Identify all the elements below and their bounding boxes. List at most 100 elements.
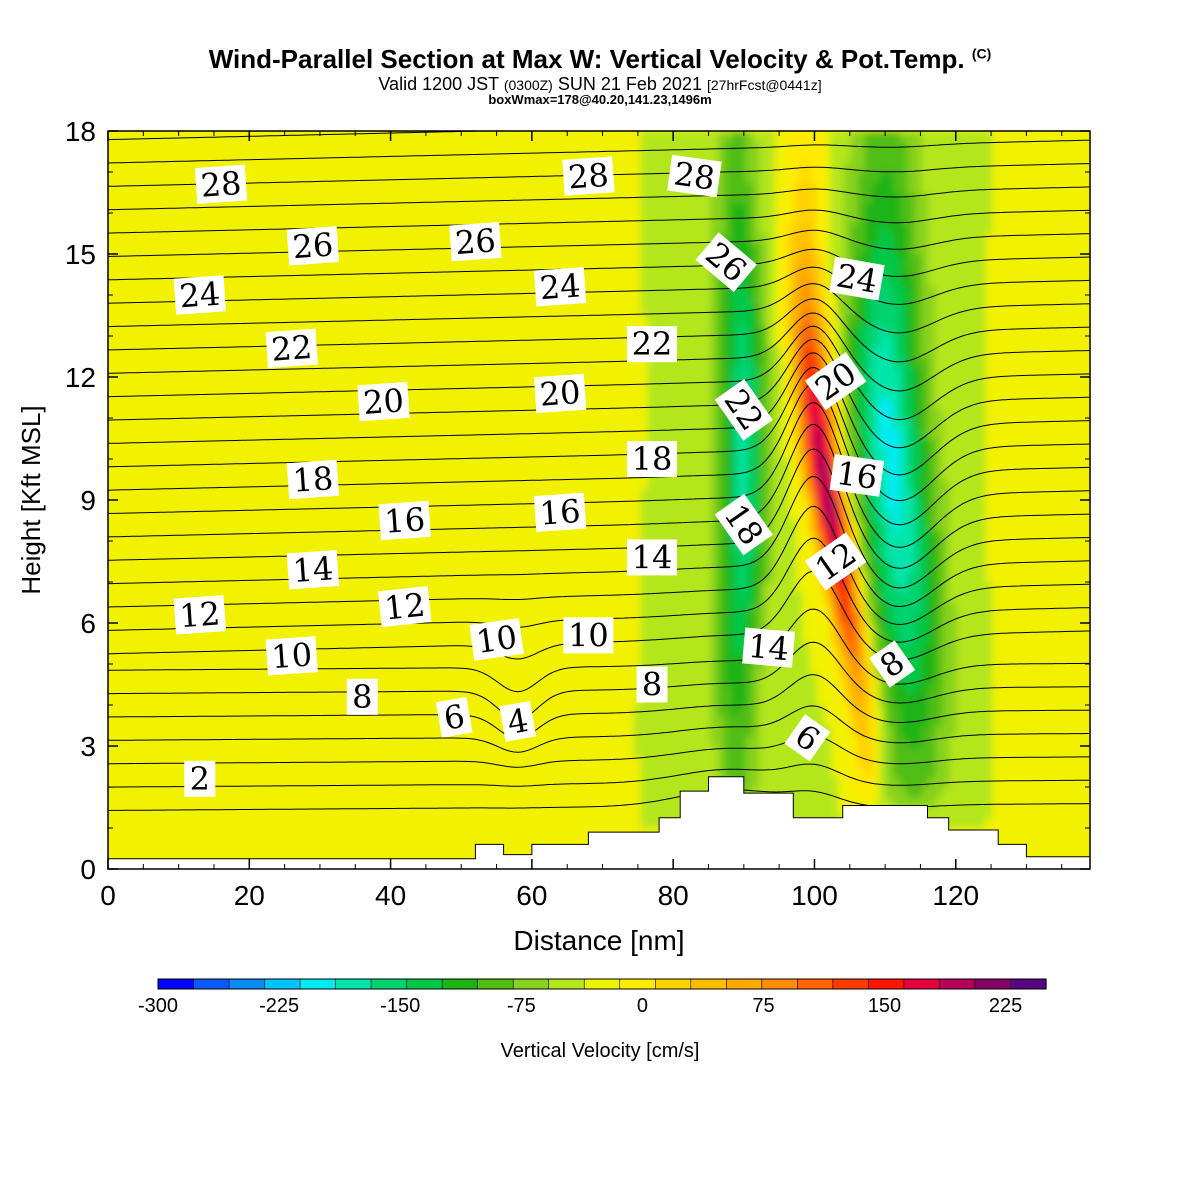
theta-contour-line xyxy=(108,266,1090,305)
theta-contour-line xyxy=(108,209,1090,234)
colorbar-swatch xyxy=(264,978,301,990)
x-tick-label: 100 xyxy=(791,880,838,911)
colorbar-swatch xyxy=(370,978,408,990)
colorbar-swatch xyxy=(477,978,514,990)
contour-label: 24 xyxy=(173,275,226,315)
colorbar-swatch xyxy=(512,978,550,990)
colorbar-tick-label: 0 xyxy=(637,995,648,1017)
contour-label-text: 8 xyxy=(352,678,372,716)
contour-label-text: 14 xyxy=(747,627,791,668)
colorbar-tick-label: -150 xyxy=(380,995,420,1017)
contour-label: 12 xyxy=(173,594,226,635)
colorbar-tick-label: 75 xyxy=(752,995,774,1017)
contour-label: 18 xyxy=(286,459,340,500)
contour-label: 10 xyxy=(563,616,614,654)
valid-main: Valid 1200 JST xyxy=(378,74,499,94)
contour-label-text: 10 xyxy=(474,618,520,661)
colorbar: -300 -225 -150 -75 0 75 150 225 xyxy=(138,978,1047,1017)
contour-label: 20 xyxy=(533,373,587,414)
contour-label: 10 xyxy=(469,618,524,661)
theta-contour-line xyxy=(108,229,1090,257)
theta-contour-line xyxy=(108,383,1090,526)
colorbar-swatch xyxy=(832,978,870,990)
contour-label: 16 xyxy=(829,454,885,497)
contour-label-text: 8 xyxy=(642,666,662,704)
y-tick-label: 15 xyxy=(65,239,96,270)
colorbar-tick-label: -75 xyxy=(507,995,536,1017)
contour-label-text: 26 xyxy=(454,221,497,262)
theta-contour-line xyxy=(108,475,1090,608)
contour-label-text: 20 xyxy=(538,373,581,414)
velocity-field xyxy=(108,131,1090,869)
contour-label-text: 12 xyxy=(178,594,221,635)
contour-label: 10 xyxy=(265,635,318,676)
x-tick-label: 80 xyxy=(658,880,689,911)
x-tick-label: 120 xyxy=(932,880,979,911)
contour-label: 26 xyxy=(449,221,502,262)
contour-label: 28 xyxy=(194,164,248,205)
colorbar-swatch xyxy=(1010,978,1047,990)
colorbar-swatch xyxy=(548,978,585,990)
contour-label-text: 16 xyxy=(538,492,581,533)
boxwmax-line: boxWmax=178@40.20,141.23,1496m xyxy=(488,92,712,107)
y-tick-label: 9 xyxy=(80,485,96,516)
contour-label-text: 18 xyxy=(291,459,334,500)
colorbar-tick-label: 150 xyxy=(868,995,901,1017)
theta-contour-line xyxy=(108,352,1090,476)
theta-contour-line xyxy=(108,93,1090,116)
colorbar-swatch xyxy=(583,978,621,990)
terrain-mask xyxy=(108,776,1090,869)
contour-label: 22 xyxy=(265,328,318,369)
colorbar-tick-label: 225 xyxy=(989,995,1022,1017)
colorbar-tick-label: -225 xyxy=(259,995,299,1017)
theta-contour-line xyxy=(108,312,1090,392)
contour-label: 26 xyxy=(286,225,340,266)
contour-label: 4 xyxy=(499,701,537,742)
x-tick-label: 20 xyxy=(234,880,265,911)
colorbar-swatch xyxy=(903,978,941,990)
colorbar-swatch xyxy=(193,978,230,990)
y-tick-label: 18 xyxy=(65,116,96,147)
contour-label-text: 10 xyxy=(568,616,609,654)
theta-contour-line xyxy=(108,139,1090,164)
colorbar-swatch xyxy=(299,978,337,990)
theta-contour-line xyxy=(108,366,1090,502)
contour-label-text: 24 xyxy=(834,256,881,300)
contour-label: 2 xyxy=(184,760,216,798)
y-tick-label: 6 xyxy=(80,608,96,639)
theta-contour-line xyxy=(108,735,1090,768)
contour-label: 14 xyxy=(627,538,677,576)
contour-label-text: 28 xyxy=(199,164,242,205)
contour-label-text: 10 xyxy=(270,635,313,676)
colorbar-swatch xyxy=(228,978,266,990)
theta-contour-line xyxy=(108,705,1090,753)
valid-time-line: Valid 1200 JST (0300Z) SUN 21 Feb 2021 [… xyxy=(0,74,1200,95)
contour-label-text: 14 xyxy=(632,538,673,576)
colorbar-swatch xyxy=(939,978,976,990)
contour-label: 12 xyxy=(377,586,432,628)
contour-label-text: 14 xyxy=(291,549,334,590)
colorbar-swatch xyxy=(335,978,372,990)
contour-label: 24 xyxy=(829,256,885,301)
chart-title: Wind-Parallel Section at Max W: Vertical… xyxy=(208,44,992,74)
valid-utc: (0300Z) xyxy=(503,77,553,93)
colorbar-swatch xyxy=(157,978,195,990)
theta-contour-line xyxy=(108,641,1090,720)
contour-label: 24 xyxy=(533,266,587,307)
theta-contour-line xyxy=(108,674,1090,739)
contour-label-text: 18 xyxy=(632,440,673,478)
contour-label-text: 20 xyxy=(362,381,405,422)
theta-contour-line xyxy=(108,283,1090,334)
colorbar-swatch xyxy=(406,978,443,990)
colorbar-swatch xyxy=(974,978,1012,990)
x-tick-label: 0 xyxy=(100,880,116,911)
colorbar-swatch xyxy=(654,978,692,990)
contour-label-text: 26 xyxy=(291,225,334,266)
contour-label: 8 xyxy=(346,678,378,716)
colorbar-swatch xyxy=(441,978,479,990)
theta-contour-line xyxy=(108,448,1090,589)
colorbar-swatch xyxy=(619,978,656,990)
y-tick-label: 12 xyxy=(65,362,96,393)
